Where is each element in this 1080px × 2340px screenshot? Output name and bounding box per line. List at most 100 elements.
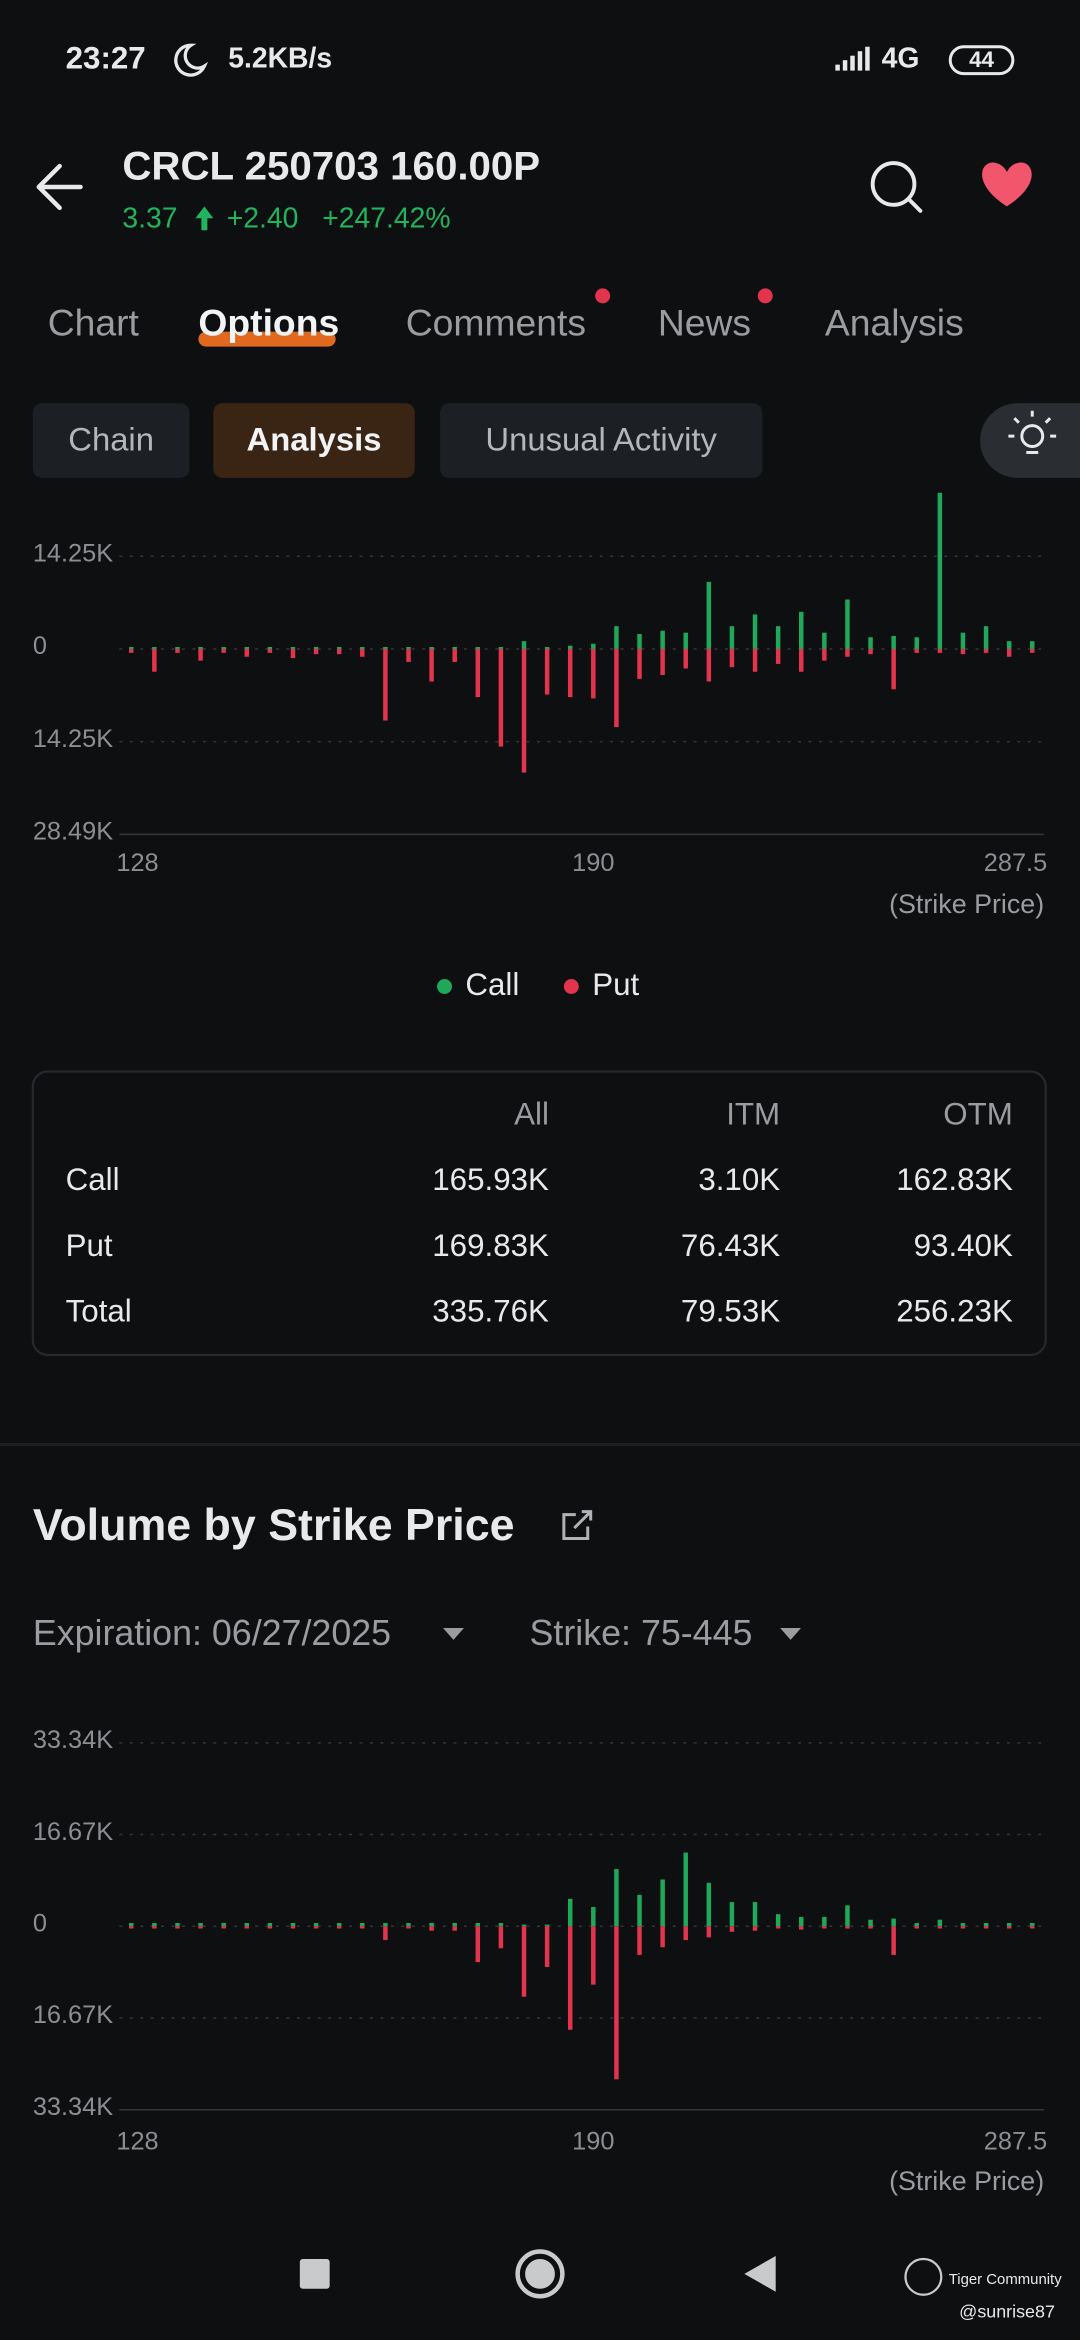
bar <box>637 1926 642 1955</box>
subtab[interactable]: Unusual Activity <box>485 421 717 458</box>
bar <box>891 648 896 690</box>
x-tick-label: 128 <box>116 2127 158 2155</box>
bar <box>706 1882 712 1927</box>
bar <box>660 648 665 675</box>
bar <box>683 1852 688 1927</box>
legend-label: Call <box>465 967 519 1002</box>
bar <box>868 1919 873 1927</box>
bar <box>198 648 203 661</box>
table-cell: 76.43K <box>681 1228 780 1263</box>
bar <box>591 648 596 699</box>
bar <box>475 647 481 649</box>
legend-dot <box>437 979 452 994</box>
table-header: ITM <box>726 1097 780 1132</box>
table-cell: 162.83K <box>896 1162 1013 1197</box>
bar <box>175 1926 180 1929</box>
bar <box>567 645 573 649</box>
subtab[interactable]: Analysis <box>247 421 382 458</box>
bar <box>290 1926 296 1929</box>
tab[interactable]: Chart <box>48 302 140 344</box>
bar <box>406 1922 411 1927</box>
bar <box>937 492 943 649</box>
bar <box>960 648 966 655</box>
contract-title: CRCL 250703 160.00P <box>122 144 540 189</box>
tab[interactable]: Analysis <box>825 302 964 344</box>
strike-filter[interactable]: Strike: 75-445 <box>530 1613 753 1653</box>
bar <box>152 647 157 649</box>
bar <box>1030 648 1035 653</box>
x-tick-label: 190 <box>572 2127 614 2155</box>
net-speed: 5.2KB/s <box>228 43 332 75</box>
bar <box>983 1926 989 1929</box>
x-tick-label: 287.5 <box>984 2127 1047 2155</box>
bar <box>429 648 434 682</box>
bar <box>983 648 989 653</box>
y-tick-label: 33.34K <box>33 2093 113 2121</box>
bar <box>868 648 873 655</box>
table-cell: 3.10K <box>698 1162 780 1197</box>
bar <box>152 1926 157 1929</box>
bar <box>406 648 411 662</box>
bar <box>683 648 688 669</box>
bar <box>1030 1926 1035 1929</box>
bar <box>660 1879 665 1927</box>
tabs: Chart Options Comments News Analysis <box>48 302 964 344</box>
bar <box>521 1926 527 1997</box>
bar <box>914 637 919 649</box>
nav-recent[interactable] <box>299 2258 330 2289</box>
tips-button[interactable] <box>980 403 1080 478</box>
tab[interactable]: News <box>658 302 751 344</box>
bar <box>1006 1922 1012 1927</box>
watermark-logo <box>904 2257 943 2296</box>
up-arrow <box>195 206 214 231</box>
bar <box>845 599 850 649</box>
bar <box>637 648 642 679</box>
legend-label: Put <box>592 967 639 1002</box>
nav-back[interactable] <box>744 2255 776 2292</box>
share-icon[interactable] <box>562 1510 593 1540</box>
bar <box>452 647 457 649</box>
table-cell: 169.83K <box>432 1228 549 1263</box>
table-cell: 93.40K <box>914 1228 1013 1263</box>
bar <box>360 1926 365 1929</box>
bar <box>452 648 457 662</box>
expiration-filter[interactable]: Expiration: 06/27/2025 <box>33 1613 391 1653</box>
bar <box>799 648 804 672</box>
subtab-bg[interactable] <box>32 403 190 478</box>
search-button[interactable] <box>870 161 923 213</box>
bar <box>336 1926 342 1929</box>
bar <box>336 647 342 649</box>
bar <box>267 1926 273 1929</box>
bar <box>683 632 688 649</box>
subtab[interactable]: Chain <box>68 421 154 458</box>
nav-home[interactable] <box>515 2249 565 2299</box>
bar <box>360 647 365 649</box>
bar <box>129 647 134 649</box>
bar <box>360 648 365 657</box>
badge-dot <box>595 288 611 304</box>
bar <box>475 1926 481 1963</box>
bar <box>891 635 896 649</box>
bar <box>429 1922 434 1927</box>
bar <box>614 1869 619 1927</box>
bar <box>406 647 411 649</box>
table-cell: 335.76K <box>432 1293 549 1328</box>
bar <box>614 1926 619 2080</box>
subtab-bg[interactable] <box>440 403 763 478</box>
subtab-bg[interactable] <box>213 403 415 478</box>
favorite-button[interactable] <box>982 162 1032 207</box>
summary-table <box>31 1070 1047 1357</box>
tab[interactable]: Comments <box>406 302 586 344</box>
table-cell: 256.23K <box>896 1293 1013 1328</box>
bar <box>313 647 319 649</box>
bar <box>660 1926 665 1948</box>
bar <box>383 1922 388 1927</box>
tab[interactable]: Options <box>198 302 339 344</box>
section-title: Volume by Strike Price <box>33 1500 515 1550</box>
bar <box>891 1926 896 1955</box>
back-button[interactable] <box>36 163 83 211</box>
bar <box>822 1916 827 1927</box>
bar <box>290 648 296 659</box>
